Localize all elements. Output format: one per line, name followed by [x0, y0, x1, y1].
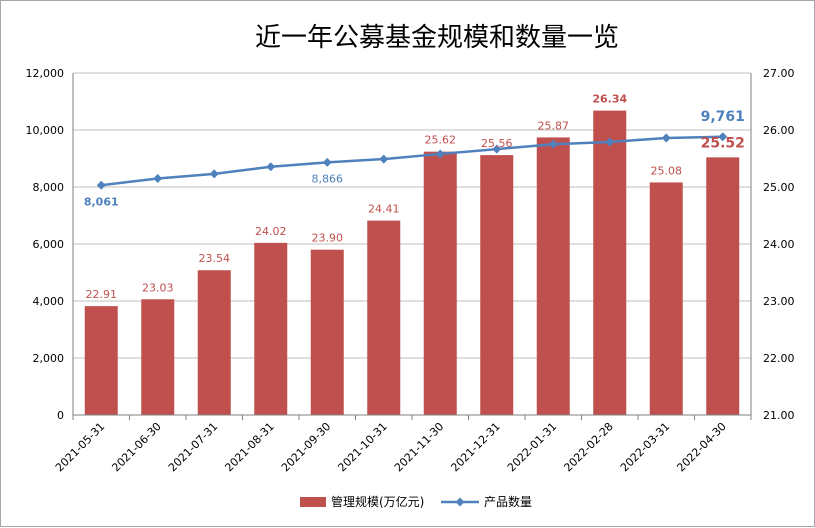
bar: [593, 110, 627, 416]
bar: [84, 306, 118, 415]
bar: [367, 220, 401, 415]
x-tick-label: 2021-11-30: [392, 420, 446, 474]
bar-data-label: 25.62: [425, 134, 457, 147]
line-marker: [322, 157, 332, 167]
y-right-tick-label: 25.00: [763, 181, 795, 194]
line-marker: [435, 149, 445, 159]
legend-label-bar: 管理规模(万亿元): [331, 494, 424, 509]
y-left-tick-label: 2,000: [33, 352, 65, 365]
line-marker: [492, 144, 502, 154]
x-tick-label: 2021-06-30: [109, 420, 163, 474]
bar: [423, 151, 457, 415]
bar: [310, 249, 344, 415]
x-tick-label: 2021-10-31: [335, 420, 389, 474]
y-right-tick-label: 26.00: [763, 124, 795, 137]
bar: [480, 155, 514, 415]
line-marker: [661, 133, 671, 143]
x-tick-label: 2021-08-31: [222, 420, 276, 474]
data-labels: 22.91 23.03 23.54 24.02 23.90 24.41 25.62 25.56…: [84, 93, 745, 302]
x-tick-label: 2022-03-31: [618, 420, 672, 474]
bar: [536, 137, 570, 415]
bar-data-label: 25.08: [651, 164, 683, 177]
legend-swatch-bar: [300, 497, 326, 507]
line-marker: [266, 162, 276, 172]
x-tick-label: 2022-04-30: [674, 420, 728, 474]
gridlines: [73, 72, 751, 359]
bar: [649, 182, 683, 415]
line-path: [101, 135, 723, 187]
bar-data-label: 24.02: [255, 225, 287, 238]
line-marker: [209, 169, 219, 179]
bar-data-label: 22.91: [86, 288, 118, 301]
y-right-tick-label: 23.00: [763, 295, 795, 308]
line-marker: [605, 137, 615, 147]
bar-data-label: 25.52: [701, 135, 745, 151]
legend-label-line: 产品数量: [484, 494, 532, 509]
y-left-tick-label: 10,000: [26, 124, 65, 137]
bar-data-label: 26.34: [592, 93, 627, 106]
x-tick-label: 2021-09-30: [279, 420, 333, 474]
bars: [84, 110, 740, 416]
bar-data-label: 23.03: [142, 281, 174, 294]
line-series: [96, 132, 728, 190]
bar: [141, 299, 175, 415]
bar-data-label: 25.56: [481, 137, 513, 150]
line-marker: [718, 132, 728, 142]
y-right-tick-label: 27.00: [763, 67, 795, 80]
line-marker: [96, 180, 106, 190]
y-left-tick-label: 12,000: [26, 67, 65, 80]
chart-title: 近一年公募基金规模和数量一览: [255, 23, 619, 53]
bar-data-label: 23.90: [312, 232, 344, 245]
line-data-label: 8,061: [84, 195, 119, 208]
legend-swatch-marker: [455, 497, 465, 507]
legend: 管理规模(万亿元) 产品数量: [300, 494, 532, 509]
bar: [254, 242, 288, 415]
y-left-tick-label: 8,000: [33, 181, 65, 194]
bar-data-label: 23.54: [199, 252, 231, 265]
line-data-label: 9,761: [701, 109, 745, 125]
bar-data-label: 24.41: [368, 203, 400, 216]
bar: [706, 157, 740, 416]
line-data-label: 8,866: [312, 172, 344, 185]
y-left-tick-label: 4,000: [33, 295, 65, 308]
line-marker: [153, 173, 163, 183]
x-tick-label: 2022-01-31: [505, 420, 559, 474]
y-right-tick-label: 22.00: [763, 352, 795, 365]
line-marker: [548, 139, 558, 149]
x-tick-label: 2021-12-31: [448, 420, 502, 474]
line-marker: [379, 154, 389, 164]
y-left-tick-label: 0: [57, 409, 64, 422]
x-tick-label: 2021-05-31: [53, 420, 107, 474]
x-tick-label: 2021-07-31: [166, 420, 220, 474]
bar-data-label: 25.87: [538, 119, 570, 132]
y-right-tick-label: 21.00: [763, 409, 795, 422]
x-tick-label: 2022-02-28: [561, 420, 615, 474]
bar: [197, 270, 231, 415]
y-right-tick-label: 24.00: [763, 238, 795, 251]
y-left-tick-label: 6,000: [33, 238, 65, 251]
